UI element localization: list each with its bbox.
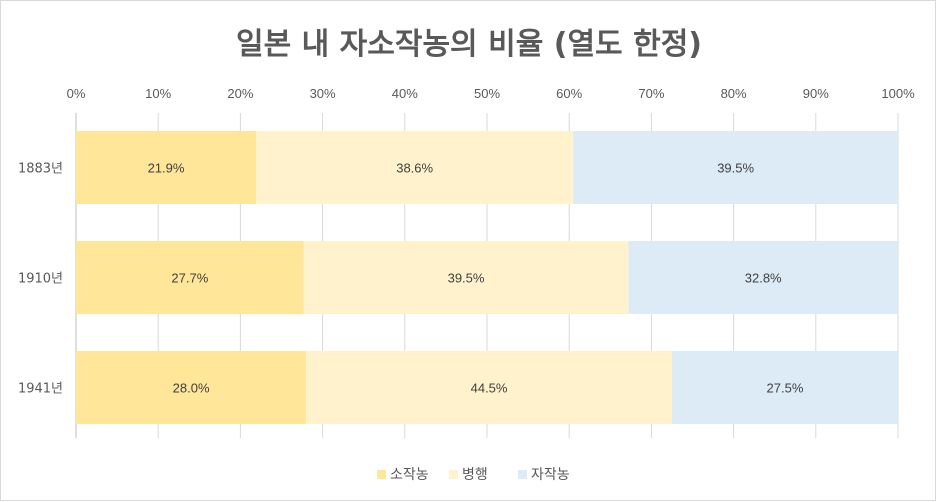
- legend-item: 소작농: [377, 467, 429, 483]
- data-label: 21.9%: [148, 161, 185, 176]
- bar-segment: [306, 351, 672, 424]
- legend-label: 병행: [462, 467, 488, 483]
- bar-segment: [573, 131, 898, 204]
- data-label: 44.5%: [471, 381, 508, 396]
- bar-segment: [76, 241, 304, 314]
- data-label: 38.6%: [396, 161, 433, 176]
- legend-label: 자작농: [531, 467, 570, 483]
- bar-segment: [628, 241, 898, 314]
- bar-segment: [76, 131, 257, 204]
- x-tick-label: 10%: [145, 86, 171, 101]
- data-label: 28.0%: [173, 381, 210, 396]
- legend-item: 자작농: [518, 467, 570, 483]
- x-tick-label: 60%: [556, 86, 582, 101]
- y-axis-category-labels: 1883년 1910년 1941년: [18, 162, 63, 397]
- data-label: 27.7%: [171, 271, 208, 286]
- bar-segment: [303, 241, 629, 314]
- x-tick-label: 80%: [721, 86, 747, 101]
- x-axis-tick-labels: 0% 10% 20% 30% 40% 50% 60% 70% 80% 90% 100%: [67, 86, 915, 101]
- legend-item: 병행: [449, 467, 488, 483]
- chart-title: 일본 내 자소작농의 비율 (열도 한정): [236, 27, 702, 62]
- x-tick-label: 20%: [227, 86, 253, 101]
- bar-segment: [76, 351, 307, 424]
- x-tick-label: 40%: [392, 86, 418, 101]
- x-tick-label: 50%: [474, 86, 500, 101]
- legend-label: 소작농: [390, 467, 429, 483]
- x-tick-label: 30%: [310, 86, 336, 101]
- x-tick-label: 100%: [881, 86, 915, 101]
- bar-segment: [671, 351, 898, 424]
- x-tick-label: 90%: [803, 86, 829, 101]
- data-label: 27.5%: [767, 381, 804, 396]
- legend-swatch: [449, 470, 458, 479]
- category-label: 1883년: [18, 162, 63, 177]
- x-tick-label: 0%: [67, 86, 86, 101]
- bars: 21.9% 38.6% 39.5% 27.7% 39.5% 32.8% 28.0% 44.5%…: [76, 131, 898, 424]
- data-label: 32.8%: [745, 271, 782, 286]
- x-tick-label: 70%: [638, 86, 664, 101]
- data-label: 39.5%: [448, 271, 485, 286]
- category-label: 1910년: [18, 272, 63, 287]
- legend-swatch: [518, 470, 527, 479]
- data-label: 39.5%: [717, 161, 754, 176]
- legend: 소작농 병행 자작농: [377, 467, 570, 483]
- legend-swatch: [377, 470, 386, 479]
- category-label: 1941년: [18, 382, 63, 397]
- bar-segment: [256, 131, 574, 204]
